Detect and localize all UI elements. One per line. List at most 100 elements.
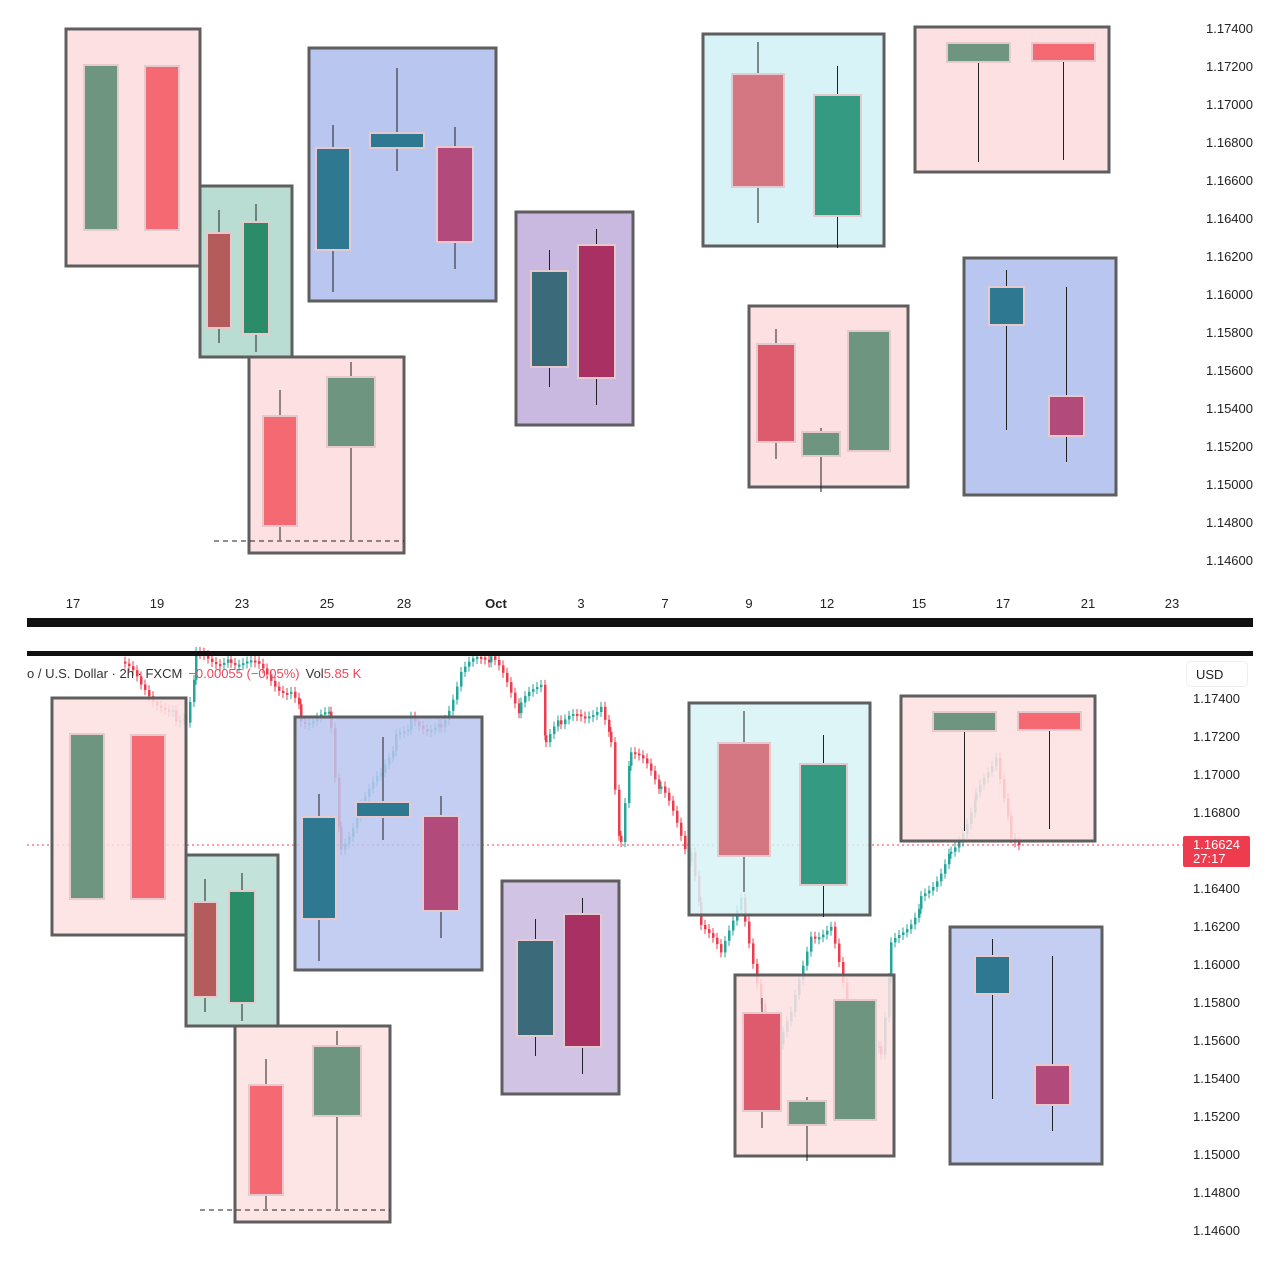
volume-label: Vol <box>305 666 324 681</box>
currency-button[interactable]: USD <box>1186 661 1248 687</box>
price-candle <box>278 686 281 691</box>
bottom-pattern-candle <box>974 955 1011 995</box>
price-candle <box>842 962 845 983</box>
x-tick: 23 <box>234 596 250 611</box>
price-candle <box>894 937 897 943</box>
x-tick: 25 <box>319 596 335 611</box>
price-candle <box>300 704 303 722</box>
price-candle <box>940 873 943 882</box>
price-candle <box>258 661 261 664</box>
price-candle <box>668 792 671 801</box>
price-candle <box>920 896 923 909</box>
price-candle <box>604 706 607 720</box>
price-candle <box>518 703 521 714</box>
price-candle <box>680 822 683 836</box>
price-candle <box>254 660 257 663</box>
price-candle <box>140 676 143 685</box>
bottom-pattern-candle <box>422 815 460 912</box>
price-candle <box>708 929 711 934</box>
price-candle <box>576 714 579 717</box>
y-tick-bottom: 1.17000 <box>1193 767 1240 782</box>
top-pattern-candle <box>813 94 862 217</box>
price-candle <box>498 659 501 666</box>
price-candle <box>580 714 583 717</box>
bar-countdown: 27:17 <box>1193 851 1226 866</box>
price-candle <box>838 943 841 963</box>
y-tick-bottom: 1.14600 <box>1193 1223 1240 1238</box>
bottom-pattern-candle <box>301 816 337 920</box>
bottom-pattern-candle <box>787 1100 827 1126</box>
price-candle <box>630 752 633 766</box>
y-tick-bottom: 1.15200 <box>1193 1109 1240 1124</box>
price-candle <box>954 847 957 852</box>
x-tick: 28 <box>396 596 412 611</box>
bottom-pattern-candle <box>563 913 602 1048</box>
price-candle <box>464 666 467 673</box>
price-candle <box>484 657 487 660</box>
top-pattern-candle <box>756 343 796 443</box>
price-candle <box>227 659 230 663</box>
price-candle <box>488 659 491 663</box>
price-candle <box>298 697 301 705</box>
price-candle <box>144 684 147 691</box>
price-candle <box>270 674 273 681</box>
y-tick-top: 1.14800 <box>1206 515 1253 530</box>
price-candle <box>480 656 483 659</box>
top-pattern-candle <box>577 244 616 379</box>
price-candle <box>748 921 751 944</box>
bottom-pattern-candle <box>312 1045 362 1117</box>
bottom-pattern-candle <box>932 711 997 732</box>
bottom-pattern-candle <box>355 801 411 818</box>
x-tick: 21 <box>1080 596 1096 611</box>
price-candle <box>494 656 497 660</box>
top-pattern-candle <box>988 286 1025 326</box>
volume-value: 5.85 K <box>323 666 362 681</box>
price-candle <box>660 786 663 789</box>
price-candle <box>136 670 139 677</box>
top-pattern-candle <box>801 431 841 457</box>
price-candle <box>624 803 627 843</box>
price-candle <box>806 951 809 966</box>
symbol-legend: o / U.S. Dollar · 2h · FXCM −0.00055 (−0.… <box>27 666 361 681</box>
price-candle <box>544 684 547 736</box>
bottom-pattern-candle <box>248 1084 284 1196</box>
price-candle <box>545 735 548 743</box>
y-tick-top: 1.17200 <box>1206 59 1253 74</box>
price-candle <box>834 926 837 944</box>
y-tick-top: 1.15200 <box>1206 439 1253 454</box>
price-candle <box>502 665 505 673</box>
x-tick: 7 <box>661 596 669 611</box>
x-tick: 15 <box>911 596 927 611</box>
y-tick-bottom: 1.17200 <box>1193 729 1240 744</box>
price-candle <box>246 661 249 664</box>
top-pattern-candle <box>436 146 474 243</box>
price-candle <box>460 672 463 687</box>
price-candle <box>752 943 755 964</box>
price-candle <box>472 658 475 662</box>
price-candle <box>1018 842 1021 846</box>
x-tick: 17 <box>65 596 81 611</box>
price-candle <box>818 937 821 940</box>
price-candle <box>898 934 901 938</box>
y-tick-top: 1.16800 <box>1206 135 1253 150</box>
price-candle <box>610 731 613 743</box>
bottom-pattern-candle <box>1034 1064 1071 1106</box>
y-tick-bottom: 1.16400 <box>1193 881 1240 896</box>
price-candle <box>944 864 947 874</box>
price-candle <box>532 689 535 692</box>
price-candle <box>614 742 617 790</box>
price-candle <box>560 720 563 725</box>
price-candle <box>132 666 135 671</box>
price-candle <box>286 692 289 695</box>
bottom-pattern-candle <box>833 999 877 1121</box>
top-pattern-candle <box>1048 395 1085 437</box>
price-candle <box>230 659 233 663</box>
y-tick-top: 1.14600 <box>1206 553 1253 568</box>
price-candle <box>524 696 527 703</box>
price-candle <box>650 763 653 771</box>
y-tick-bottom: 1.16800 <box>1193 805 1240 820</box>
y-tick-bottom: 1.16200 <box>1193 919 1240 934</box>
price-candle <box>950 851 953 854</box>
price-candle <box>716 937 719 945</box>
price-candle <box>294 691 297 698</box>
